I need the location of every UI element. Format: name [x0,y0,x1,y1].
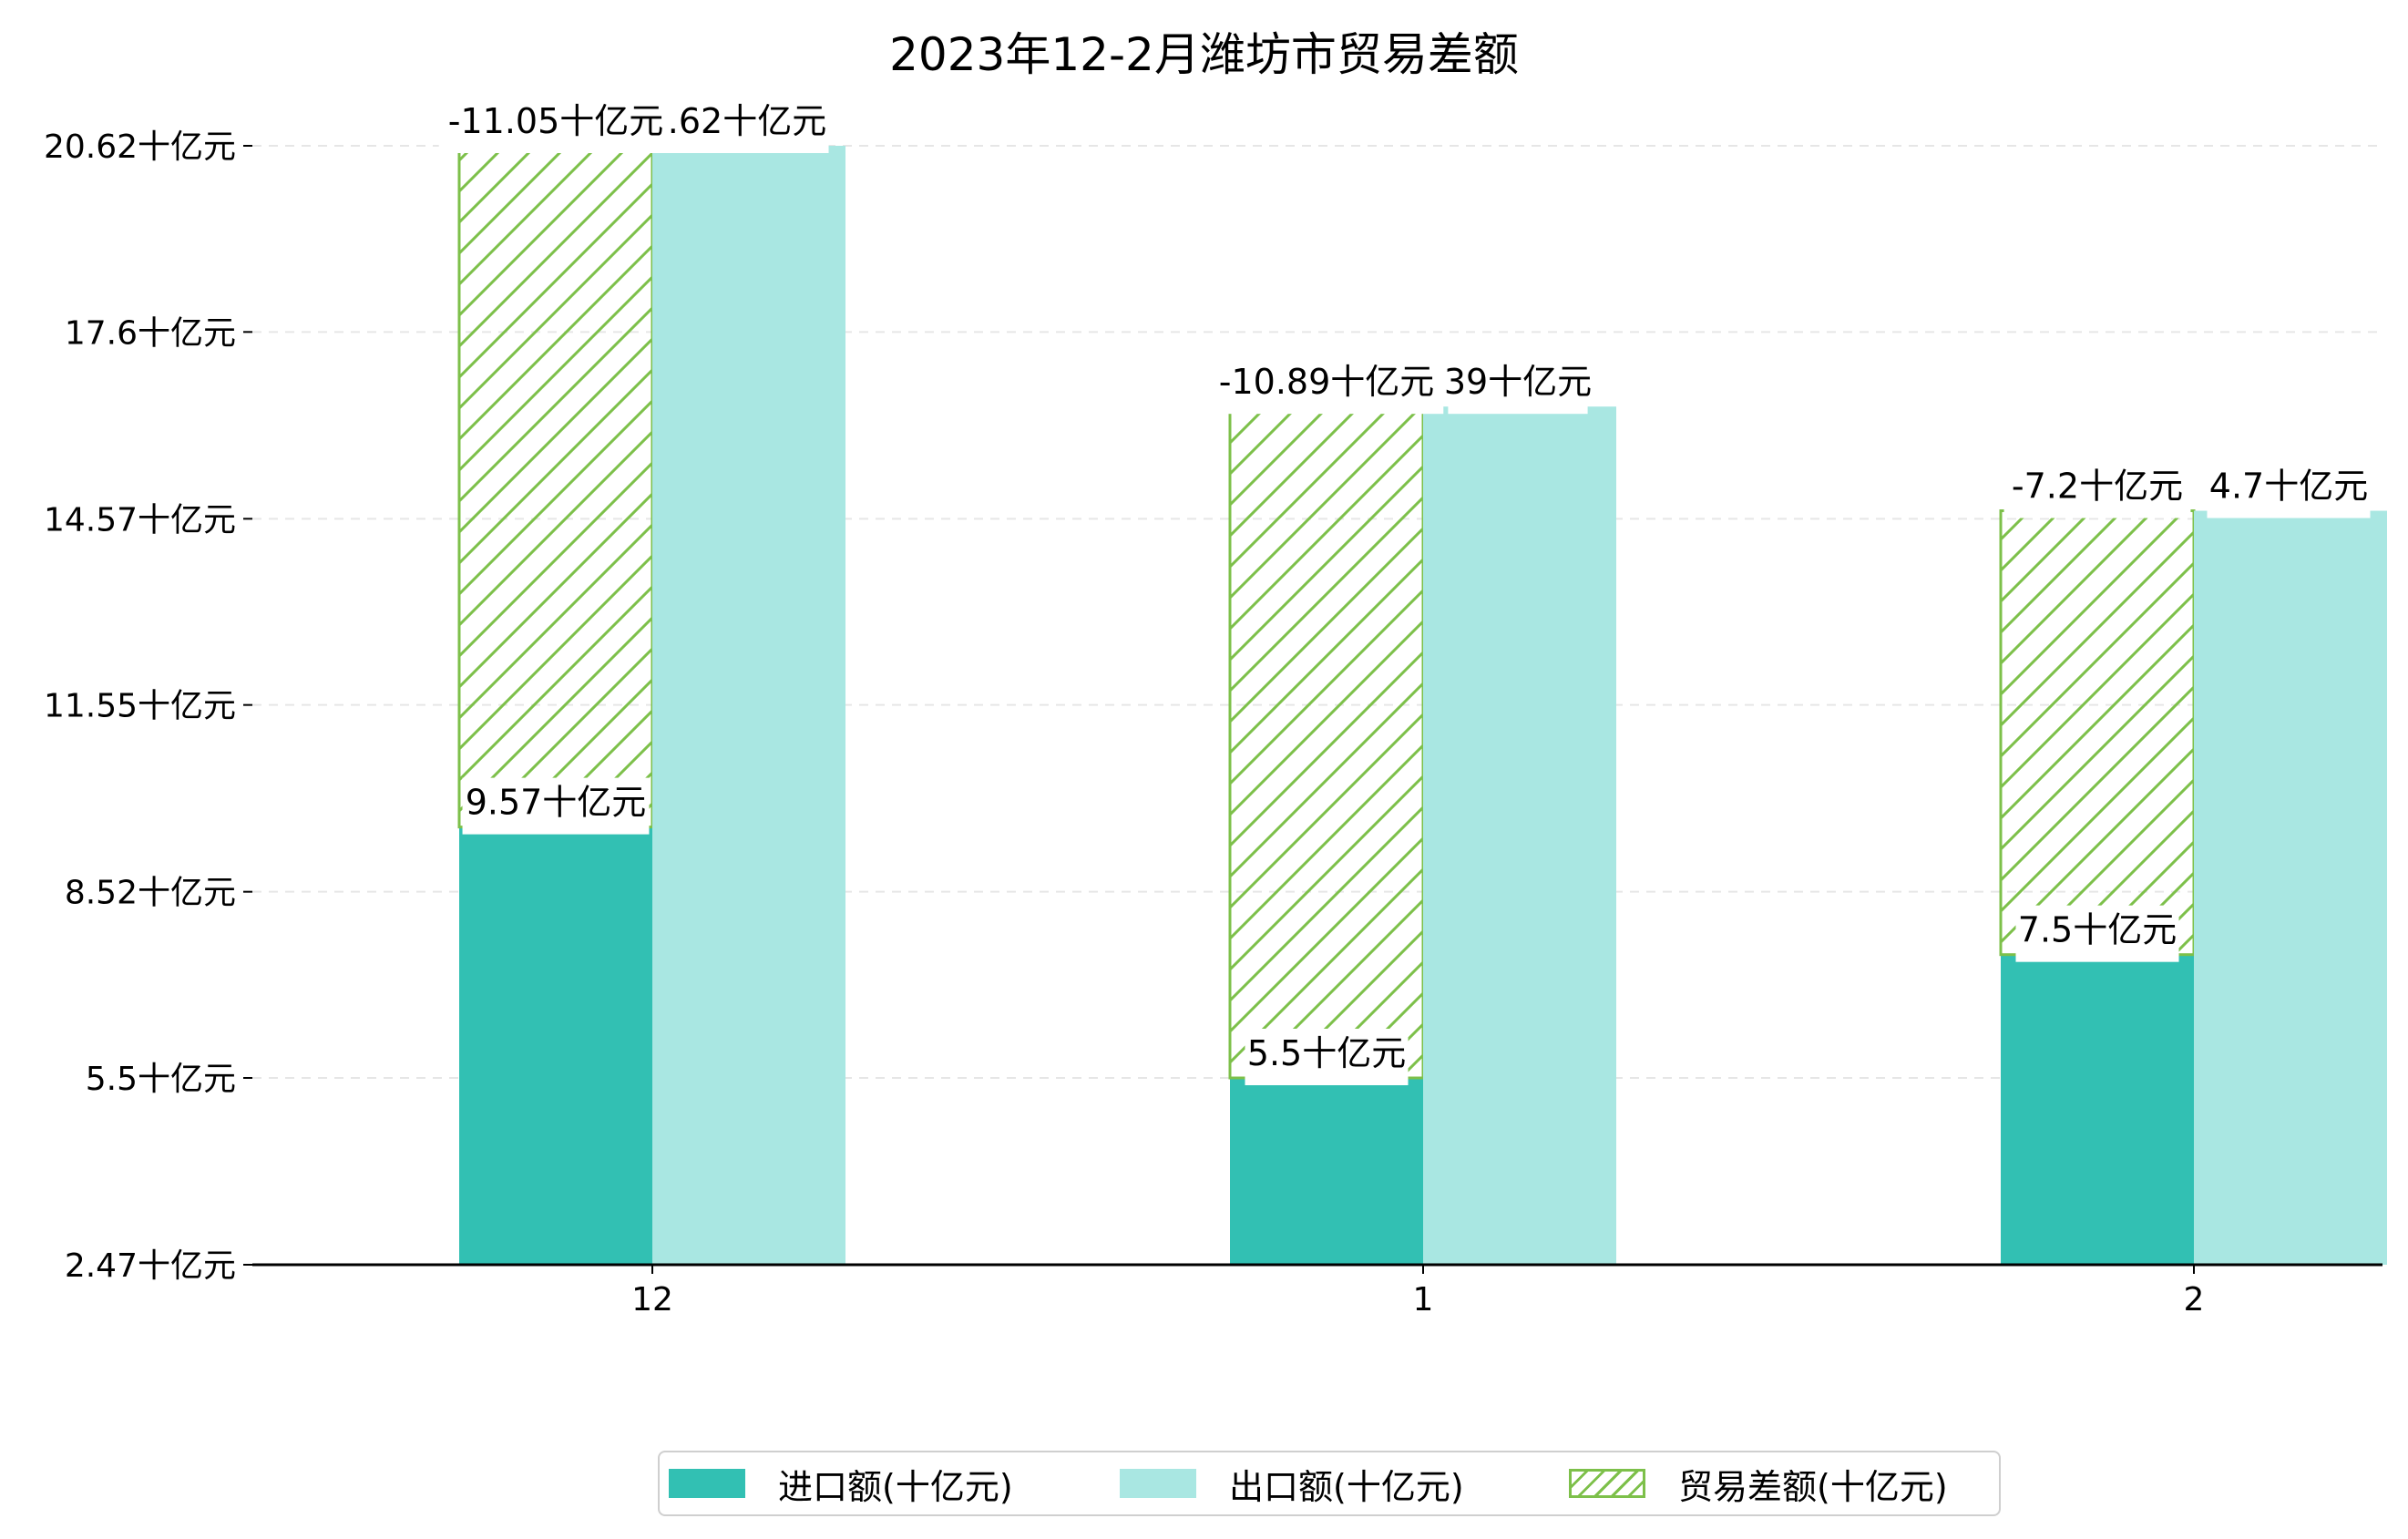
y-tick-label: 20.62十亿元 [44,128,236,166]
bar-export [2194,510,2387,1265]
legend-swatch-import [669,1469,745,1498]
bar-export [652,146,845,1265]
bar-import [459,826,652,1265]
data-label-export-bg [2207,461,2371,518]
legend-item-balance: 贸易差额(十亿元) [1569,1452,1948,1514]
data-label-export-bg [665,97,829,153]
bar-trade-balance [457,144,654,829]
data-label-export: 39十亿元 [1444,362,1592,402]
data-label-import-bg [462,777,650,835]
legend-label-export: 出口额(十亿元) [1229,1466,1464,1507]
legend-item-export: 出口额(十亿元) [1120,1452,1464,1514]
chart-title: 2023年12-2月潍坊市贸易差额 [889,28,1519,81]
bar-trade-balance [1999,509,2196,957]
legend: 进口额(十亿元) 出口额(十亿元) 贸易差额(十亿元) [658,1451,2001,1516]
data-label-trade-balance: -11.05十亿元 [448,101,664,141]
data-label-import-bg [2015,905,2179,962]
axes: 2.47十亿元 5.5十亿元 8.52十亿元 11.55十亿元 14.57十亿元 17.6… [44,128,2382,1318]
bars [457,144,2387,1265]
data-label-export-bg [1448,357,1588,415]
legend-swatch-export [1120,1469,1196,1498]
data-label-import: 7.5十亿元 [2018,910,2177,950]
bar-import [2001,954,2194,1265]
data-label-import-bg [1245,1028,1409,1085]
data-label-trade-balance: -7.2十亿元 [2012,467,2183,507]
legend-item-import: 进口额(十亿元) [669,1452,1013,1514]
y-tick-label: 14.57十亿元 [44,501,236,539]
bar-import [1230,1077,1423,1265]
y-tick-label: 2.47十亿元 [65,1247,236,1285]
legend-swatch-balance [1569,1469,1645,1498]
bar-export [1423,406,1616,1265]
x-tick-label: 1 [1413,1281,1434,1318]
bar-trade-balance [1228,405,1425,1080]
y-tick-label: 17.6十亿元 [65,314,236,352]
y-tick-label: 8.52十亿元 [65,875,236,912]
data-label-export: .62十亿元 [668,101,826,141]
legend-label-balance: 贸易差额(十亿元) [1678,1466,1948,1507]
x-tick-label: 2 [2184,1281,2205,1318]
legend-label-import: 进口额(十亿元) [778,1466,1013,1507]
data-label-trade-balance-bg [2003,461,2191,518]
data-labels: -11.05十亿元 .62十亿元 9.57十亿元 -10.89十亿元 39十亿元 5.5十… [438,97,2371,1085]
data-label-trade-balance-bg [1209,357,1444,415]
data-label-import: 5.5十亿元 [1247,1033,1406,1073]
data-label-trade-balance: -10.89十亿元 [1219,362,1435,402]
y-tick-label: 11.55十亿元 [44,688,236,725]
data-label-export: 4.7十亿元 [2209,467,2368,507]
y-tick-label: 5.5十亿元 [86,1061,236,1098]
data-label-trade-balance-bg [438,97,673,153]
data-label-import: 9.57十亿元 [466,783,647,823]
x-tick-label: 12 [631,1281,673,1318]
